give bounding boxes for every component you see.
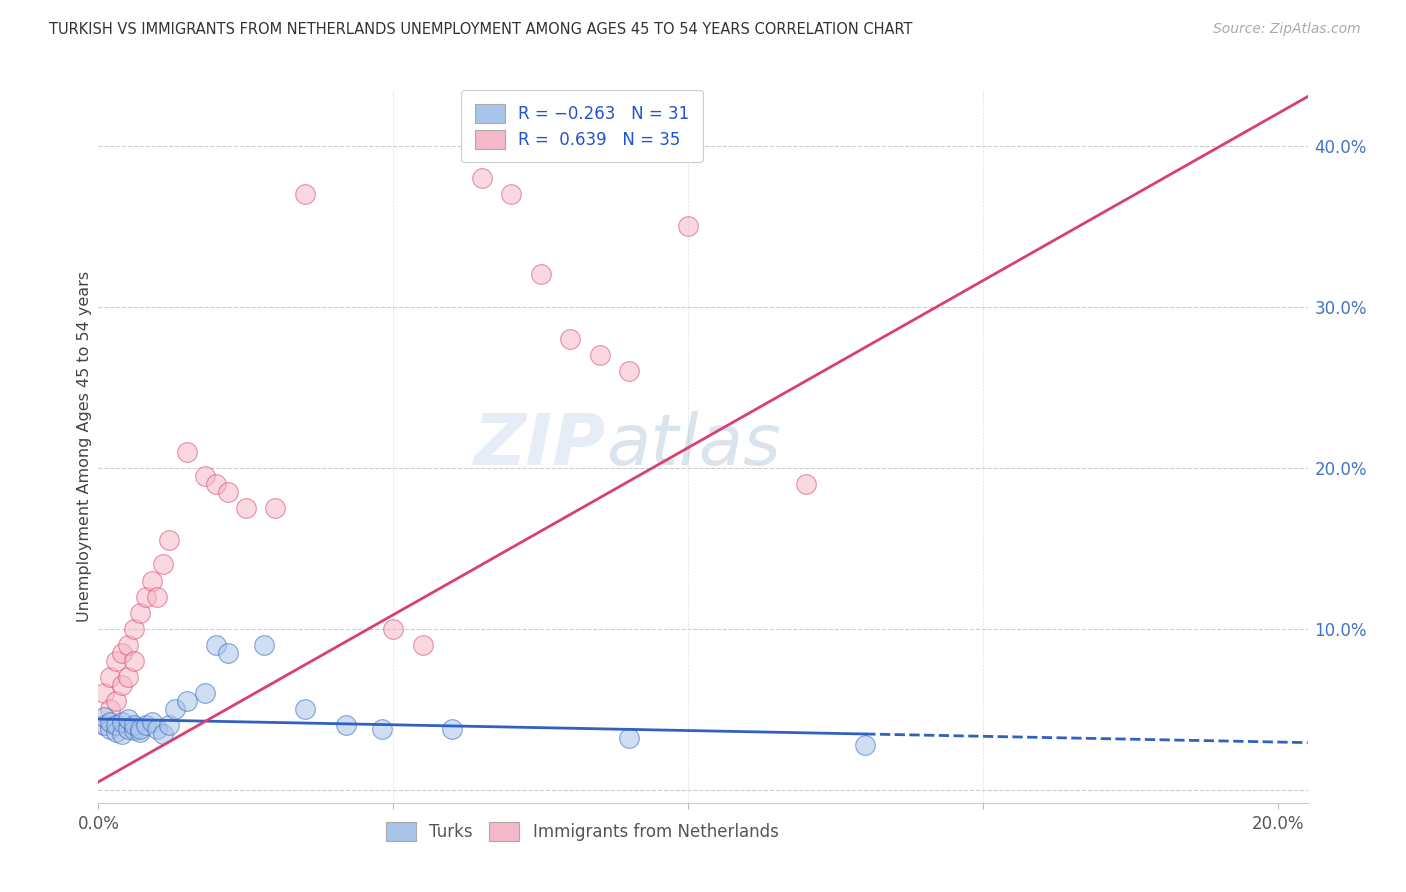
Point: [441, 722, 464, 736]
Point: [157, 718, 180, 732]
Point: [117, 638, 139, 652]
Point: [471, 170, 494, 185]
Point: [589, 348, 612, 362]
Point: [135, 718, 157, 732]
Point: [157, 533, 180, 548]
Text: Source: ZipAtlas.com: Source: ZipAtlas.com: [1213, 22, 1361, 37]
Point: [152, 558, 174, 572]
Point: [122, 723, 145, 738]
Point: [122, 718, 145, 732]
Text: atlas: atlas: [606, 411, 780, 481]
Point: [93, 686, 115, 700]
Point: [205, 476, 228, 491]
Point: [501, 186, 523, 201]
Point: [111, 678, 134, 692]
Point: [111, 715, 134, 730]
Point: [853, 738, 876, 752]
Point: [619, 731, 641, 746]
Point: [794, 476, 817, 491]
Point: [111, 646, 134, 660]
Point: [146, 722, 169, 736]
Point: [294, 186, 316, 201]
Point: [117, 712, 139, 726]
Point: [194, 468, 217, 483]
Point: [105, 725, 128, 739]
Point: [382, 622, 405, 636]
Point: [294, 702, 316, 716]
Point: [217, 646, 239, 660]
Point: [105, 694, 128, 708]
Point: [235, 501, 257, 516]
Point: [135, 590, 157, 604]
Point: [105, 718, 128, 732]
Point: [176, 694, 198, 708]
Point: [165, 702, 187, 716]
Point: [117, 722, 139, 736]
Point: [111, 726, 134, 740]
Legend: Turks, Immigrants from Netherlands: Turks, Immigrants from Netherlands: [380, 815, 785, 848]
Point: [128, 606, 150, 620]
Point: [252, 638, 274, 652]
Point: [122, 622, 145, 636]
Point: [93, 710, 115, 724]
Point: [217, 484, 239, 499]
Point: [141, 574, 163, 588]
Y-axis label: Unemployment Among Ages 45 to 54 years: Unemployment Among Ages 45 to 54 years: [77, 270, 91, 622]
Point: [412, 638, 434, 652]
Point: [98, 715, 121, 730]
Point: [93, 718, 115, 732]
Text: ZIP: ZIP: [474, 411, 606, 481]
Point: [98, 702, 121, 716]
Point: [98, 670, 121, 684]
Point: [176, 444, 198, 458]
Point: [152, 726, 174, 740]
Point: [264, 501, 287, 516]
Point: [194, 686, 217, 700]
Point: [122, 654, 145, 668]
Point: [560, 332, 582, 346]
Point: [128, 725, 150, 739]
Point: [105, 654, 128, 668]
Point: [98, 722, 121, 736]
Point: [370, 722, 392, 736]
Point: [146, 590, 169, 604]
Text: TURKISH VS IMMIGRANTS FROM NETHERLANDS UNEMPLOYMENT AMONG AGES 45 TO 54 YEARS CO: TURKISH VS IMMIGRANTS FROM NETHERLANDS U…: [49, 22, 912, 37]
Point: [141, 715, 163, 730]
Point: [128, 722, 150, 736]
Point: [619, 364, 641, 378]
Point: [530, 268, 553, 282]
Point: [205, 638, 228, 652]
Point: [335, 718, 357, 732]
Point: [678, 219, 700, 233]
Point: [93, 718, 115, 732]
Point: [117, 670, 139, 684]
